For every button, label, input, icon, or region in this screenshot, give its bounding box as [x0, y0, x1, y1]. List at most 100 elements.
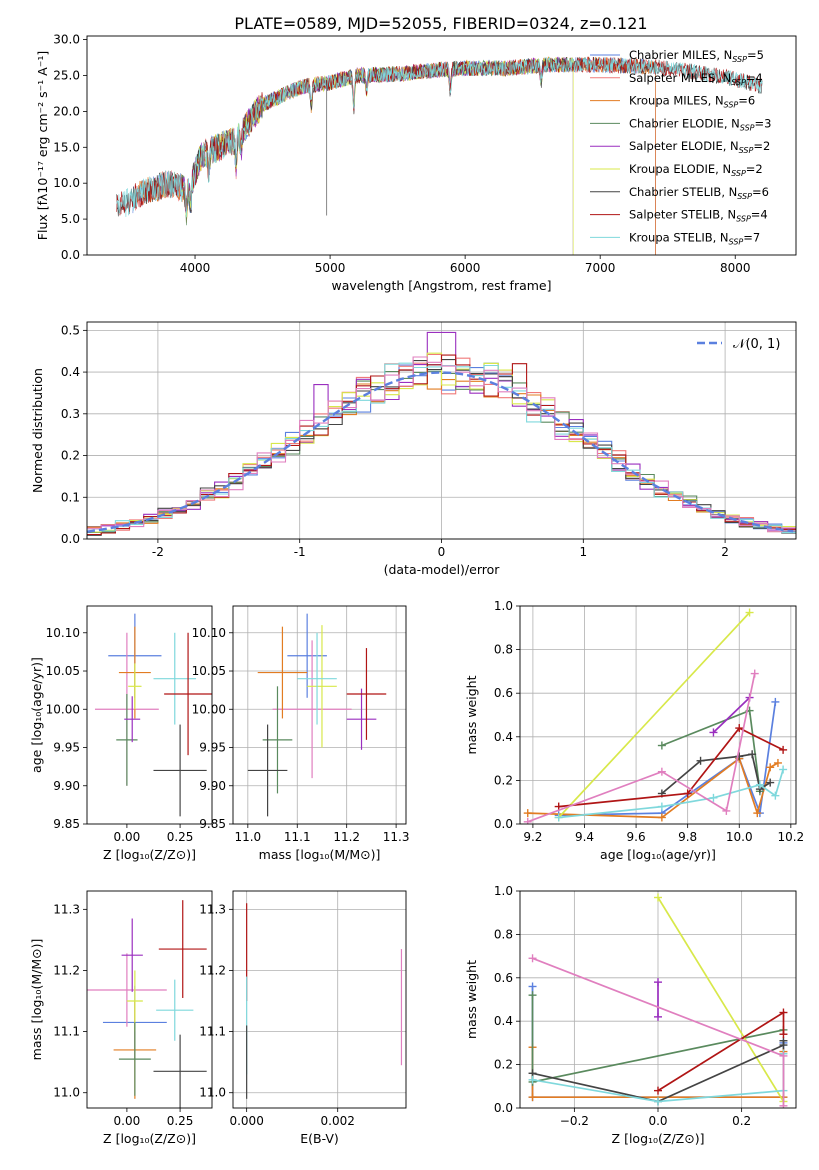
y-tick-label: 9.90	[53, 779, 80, 793]
legend-entry-suffix: =2	[753, 139, 770, 153]
y-tick-label: 0.0	[61, 532, 80, 546]
y-tick-label: 11.3	[53, 902, 80, 916]
x-tick-label: 0.2	[732, 1114, 751, 1128]
y-tick-label: 11.1	[53, 1025, 80, 1039]
legend-entry-suffix: =4	[746, 71, 763, 85]
y-tick-label: 10.10	[46, 626, 80, 640]
legend-entry-sub: SSP	[732, 55, 747, 64]
errorbar-point	[153, 1034, 207, 1108]
errorbar-point	[346, 648, 387, 740]
weight-line	[657, 897, 785, 1102]
errorbar-point	[307, 625, 337, 748]
weight-line	[558, 769, 784, 819]
legend-entry-suffix: =7	[743, 230, 760, 244]
y-tick-label: 0.6	[494, 971, 513, 985]
legend-entry-sub: SSP	[739, 146, 754, 155]
y-tick-label: 0.6	[494, 686, 513, 700]
x-tick-label: 0	[438, 545, 446, 559]
x-tick-label: 10.0	[726, 830, 753, 844]
age_vs_Z-axes: 0.00 0.25 9.85 9.90 9.95 10.00 10.05 10.10 Z [lo…	[29, 605, 213, 862]
axes-frame	[86, 890, 213, 1109]
x-axis-label: Z [log₁₀(Z/Z⊙)]	[103, 847, 196, 862]
x-tick-label: 1	[579, 545, 587, 559]
y-tick-label: 0.4	[494, 730, 513, 744]
x-tick-label: 0.000	[229, 1114, 263, 1128]
x-tick-label: 10.2	[777, 830, 804, 844]
axes-frame	[232, 890, 407, 1109]
legend-entry: Chabrier ELODIE, NSSP=3	[629, 116, 771, 132]
y-tick-label: 20.0	[53, 104, 80, 118]
errorbar-point	[346, 688, 377, 750]
weight-line	[661, 753, 771, 795]
axes-frame	[519, 605, 797, 825]
x-tick-label: −0.2	[560, 1114, 589, 1128]
y-tick-label: 11.2	[199, 963, 226, 977]
y-tick-label: 1.0	[494, 884, 513, 898]
weight-line	[527, 757, 779, 819]
y-tick-label: 10.05	[46, 664, 80, 678]
errorbar-point	[121, 918, 143, 992]
x-axis-label: mass [log₁₀(M/M⊙)]	[259, 847, 381, 862]
x-tick-label: 4000	[180, 261, 211, 275]
spectrum-line-kroupa-stelib	[116, 56, 763, 218]
legend-entry-text: Salpeter MILES, N	[629, 71, 731, 85]
errorbar-point	[118, 1022, 151, 1096]
errorbar-point	[247, 724, 288, 817]
weight-series-kroupa-elodie	[654, 893, 788, 1106]
y-tick-label: 11.1	[199, 1025, 226, 1039]
x-tick-label: 0.00	[114, 1114, 141, 1128]
legend-entry-sub: SSP	[731, 78, 746, 87]
x-tick-label: 0.002	[321, 1114, 355, 1128]
weight-series-kroupa-stelib	[554, 765, 788, 822]
y-axis-label: mass weight	[464, 960, 479, 1039]
y-tick-label: 10.10	[192, 626, 226, 640]
errorbar-point	[153, 632, 197, 725]
errorbar-point	[156, 979, 194, 1041]
errorbar-point	[257, 626, 308, 719]
legend-entry-sub: SSP	[724, 101, 739, 110]
legend-entry-text: Chabrier ELODIE, N	[629, 116, 740, 130]
legend-entry: Salpeter MILES, NSSP=4	[629, 71, 763, 87]
x-tick-label: 0.00	[114, 830, 141, 844]
y-tick-label: 9.95	[53, 741, 80, 755]
weight-series-salpeter-elodie	[654, 978, 662, 1021]
y-tick-label: 0.5	[61, 323, 80, 337]
errorbar-point	[297, 632, 337, 725]
y-tick-label: 9.85	[53, 817, 80, 831]
spectrum-axes: 4000 5000 6000 7000 8000 0.0 5.0 10.0 15.0 20.0 25…	[35, 33, 797, 293]
x-tick-label: 6000	[450, 261, 481, 275]
y-tick-label: 0.0	[494, 817, 513, 831]
axes-frame	[519, 890, 797, 1109]
axes-frame	[86, 321, 797, 540]
errorbar-point	[158, 900, 207, 998]
y-axis-label: mass [log₁₀(M/M⊙)]	[29, 939, 44, 1061]
figure-title: PLATE=0589, MJD=52055, FIBERID=0324, z=0…	[234, 14, 647, 33]
weight-series-chabrier-stelib	[657, 750, 775, 798]
y-tick-label: 10.05	[192, 664, 226, 678]
y-tick-label: 0.1	[61, 490, 80, 504]
legend-entry-suffix: =5	[747, 48, 764, 62]
weight-series-extra-pink	[523, 669, 759, 824]
y-tick-label: 11.2	[53, 963, 80, 977]
weight_vs_age-axes: 9.2 9.4 9.6 9.8 10.0 10.2 0.0 0.2 0.4 0.6 0.8 1.0 ag…	[464, 599, 804, 862]
errorbar-point	[164, 632, 212, 756]
errorbar-point	[153, 724, 207, 817]
legend-entry-sub: SSP	[731, 169, 746, 178]
y-tick-label: 0.3	[61, 407, 80, 421]
y-tick-label: 11.3	[199, 902, 226, 916]
weight-series-kroupa-miles	[523, 754, 782, 822]
x-tick-label: 2	[721, 545, 729, 559]
legend-entry-sub: SSP	[736, 215, 751, 224]
weight_vs_Z-axes: −0.2 0.0 0.2 0.0 0.2 0.4 0.6 0.8 1.0 Z [log₁₀(Z/Z…	[464, 884, 797, 1146]
legend-entry: Chabrier MILES, NSSP=5	[629, 48, 764, 64]
legend-entry-sub: SSP	[729, 237, 744, 246]
x-tick-label: 0.25	[167, 830, 194, 844]
y-tick-label: 11.0	[199, 1086, 226, 1100]
age_vs_mass-axes: 11.0 11.1 11.2 11.3 9.85 9.90 9.95 10.00 10.05 10…	[192, 605, 409, 862]
x-tick-label: 0.0	[648, 1114, 667, 1128]
y-tick-label: 0.2	[61, 449, 80, 463]
x-axis-label: Z [log₁₀(Z/Z⊙)]	[612, 1131, 705, 1146]
legend-entry-sub: SSP	[737, 192, 752, 201]
x-tick-label: 9.2	[523, 830, 542, 844]
